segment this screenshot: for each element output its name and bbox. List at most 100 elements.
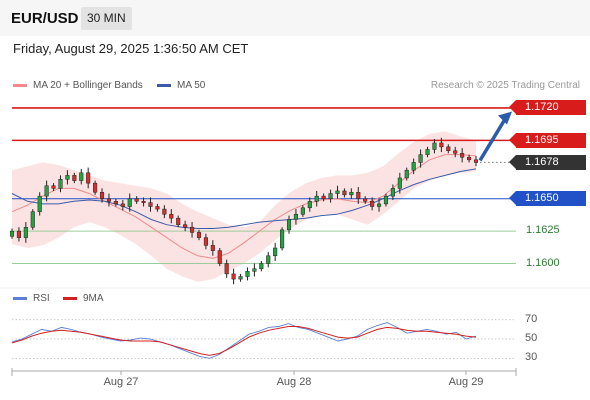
candle-body bbox=[58, 179, 63, 189]
rsi-legend-label: RSI bbox=[33, 293, 50, 304]
interval-button[interactable]: 30 MIN bbox=[81, 7, 132, 30]
support-label-4: 1.1625 bbox=[526, 224, 560, 237]
candle-body bbox=[120, 203, 125, 207]
rsi-tick-label-30: 30 bbox=[525, 351, 538, 364]
credit-text: Research © 2025 Trading Central bbox=[430, 80, 580, 91]
candle-body bbox=[203, 237, 208, 246]
ma9-swatch bbox=[63, 296, 77, 300]
candle-body bbox=[113, 201, 118, 205]
candle-body bbox=[106, 198, 112, 202]
candle-body bbox=[16, 230, 21, 238]
candle-body bbox=[141, 201, 146, 203]
ma20-legend-label: MA 20 + Bollinger Bands bbox=[33, 80, 143, 91]
candle-body bbox=[79, 172, 84, 181]
candle-body bbox=[397, 177, 402, 189]
candle-body bbox=[273, 247, 278, 257]
rsi-swatch bbox=[13, 296, 27, 300]
candle-body bbox=[335, 190, 340, 194]
candle-body bbox=[383, 195, 389, 205]
candle-body bbox=[467, 156, 472, 161]
candle-body bbox=[9, 230, 15, 237]
ma50-legend-label: MA 50 bbox=[177, 80, 206, 91]
candle-body bbox=[266, 255, 271, 264]
candle-body bbox=[460, 153, 465, 158]
candle-body bbox=[446, 146, 451, 152]
candle-body bbox=[245, 271, 250, 277]
projection-arrow-head bbox=[498, 111, 512, 125]
candle-body bbox=[356, 191, 361, 199]
candle-body bbox=[259, 263, 264, 269]
candle-body bbox=[390, 188, 395, 197]
symbol-title: EUR/USD bbox=[11, 10, 79, 27]
candle-body bbox=[473, 159, 479, 163]
candle-body bbox=[425, 149, 430, 155]
candle-body bbox=[404, 169, 409, 179]
candle-body bbox=[280, 229, 285, 249]
candle-body bbox=[453, 150, 458, 154]
candle-body bbox=[30, 211, 35, 228]
x-tick-label-2: Aug 29 bbox=[448, 376, 484, 388]
legend-rsi: RSI bbox=[13, 293, 50, 304]
candle-body bbox=[286, 219, 292, 231]
ma20-swatch bbox=[13, 83, 27, 87]
candle-body bbox=[190, 226, 195, 233]
candle-body bbox=[86, 172, 91, 184]
chart-header: EUR/USD 30 MIN bbox=[0, 0, 590, 36]
candle-body bbox=[321, 195, 326, 199]
candle-body bbox=[72, 175, 77, 181]
candle-body bbox=[231, 273, 236, 280]
candle-body bbox=[196, 232, 202, 238]
candle-body bbox=[176, 217, 181, 225]
candle-body bbox=[44, 185, 49, 197]
datetime-label: Friday, August 29, 2025 1:36:50 AM CET bbox=[13, 41, 249, 56]
price-tag-3: 1.1650 bbox=[509, 191, 586, 207]
candle-body bbox=[363, 198, 368, 202]
candle-body bbox=[65, 175, 70, 180]
candle-body bbox=[376, 203, 382, 207]
candle-body bbox=[210, 245, 215, 251]
candle-body bbox=[300, 207, 305, 215]
ma9-legend-label: 9MA bbox=[83, 293, 104, 304]
candle-body bbox=[99, 191, 105, 199]
candle-body bbox=[432, 142, 437, 150]
candle-body bbox=[439, 142, 444, 148]
legend-ma50: MA 50 bbox=[157, 80, 205, 91]
candle-body bbox=[238, 276, 243, 280]
candle-body bbox=[23, 226, 28, 238]
rsi-tick-label-50: 50 bbox=[525, 332, 538, 345]
candle-body bbox=[293, 214, 298, 220]
candle-body bbox=[148, 202, 153, 207]
ma50-swatch bbox=[157, 83, 171, 87]
x-tick-label-1: Aug 28 bbox=[276, 376, 312, 388]
candle-body bbox=[37, 195, 42, 212]
candle-body bbox=[252, 268, 257, 272]
candle-body bbox=[418, 154, 423, 163]
candle-body bbox=[183, 224, 188, 228]
candle-body bbox=[169, 214, 174, 219]
candle-body bbox=[162, 208, 167, 215]
price-tag-0: 1.1720 bbox=[509, 100, 586, 116]
candle-body bbox=[411, 162, 416, 171]
bollinger-band bbox=[12, 131, 476, 282]
candle-body bbox=[314, 195, 319, 202]
candle-body bbox=[342, 190, 347, 196]
legend-ma20-bb: MA 20 + Bollinger Bands bbox=[13, 80, 143, 91]
candle-body bbox=[370, 201, 375, 207]
candle-body bbox=[134, 198, 139, 202]
price-tag-1: 1.1695 bbox=[509, 132, 586, 148]
rsi-ma9-line bbox=[11, 326, 477, 356]
candle-body bbox=[224, 263, 229, 275]
candle-body bbox=[217, 250, 222, 264]
candle-body bbox=[328, 193, 333, 199]
candle-body bbox=[51, 185, 56, 189]
support-label-5: 1.1600 bbox=[526, 256, 560, 269]
x-tick-label-0: Aug 27 bbox=[103, 376, 139, 388]
ma50-line bbox=[11, 168, 477, 229]
candle-body bbox=[155, 206, 160, 210]
rsi-tick-label-70: 70 bbox=[525, 312, 538, 325]
candle-body bbox=[127, 198, 132, 207]
legend-9ma: 9MA bbox=[63, 293, 104, 304]
candle-body bbox=[307, 201, 312, 209]
candle-body bbox=[349, 191, 354, 196]
